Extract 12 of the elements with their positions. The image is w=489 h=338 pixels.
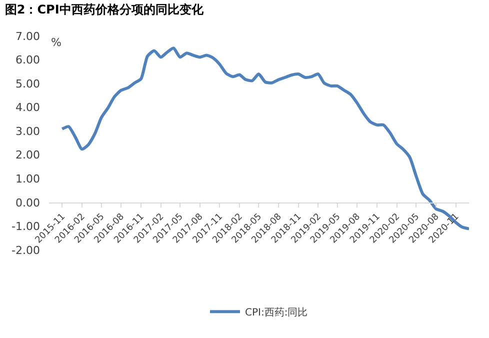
- y-tick-label: 1.00: [16, 172, 40, 186]
- y-tick-label: 6.00: [16, 54, 40, 67]
- y-tick-label: 0.00: [16, 196, 40, 210]
- y-tick-label: 3.00: [16, 124, 40, 138]
- y-tick-label: 2.00: [16, 148, 40, 162]
- legend-label: CPI:西药:同比: [245, 306, 308, 318]
- y-tick-label: -2.00: [12, 244, 40, 257]
- y-axis-title: %: [51, 36, 62, 49]
- y-tick-label: 5.00: [16, 77, 40, 90]
- y-tick-label: 4.00: [16, 101, 40, 114]
- y-tick-label: 7.00: [16, 30, 40, 43]
- chart-title: 图2：CPI中西药价格分项的同比变化: [4, 2, 204, 16]
